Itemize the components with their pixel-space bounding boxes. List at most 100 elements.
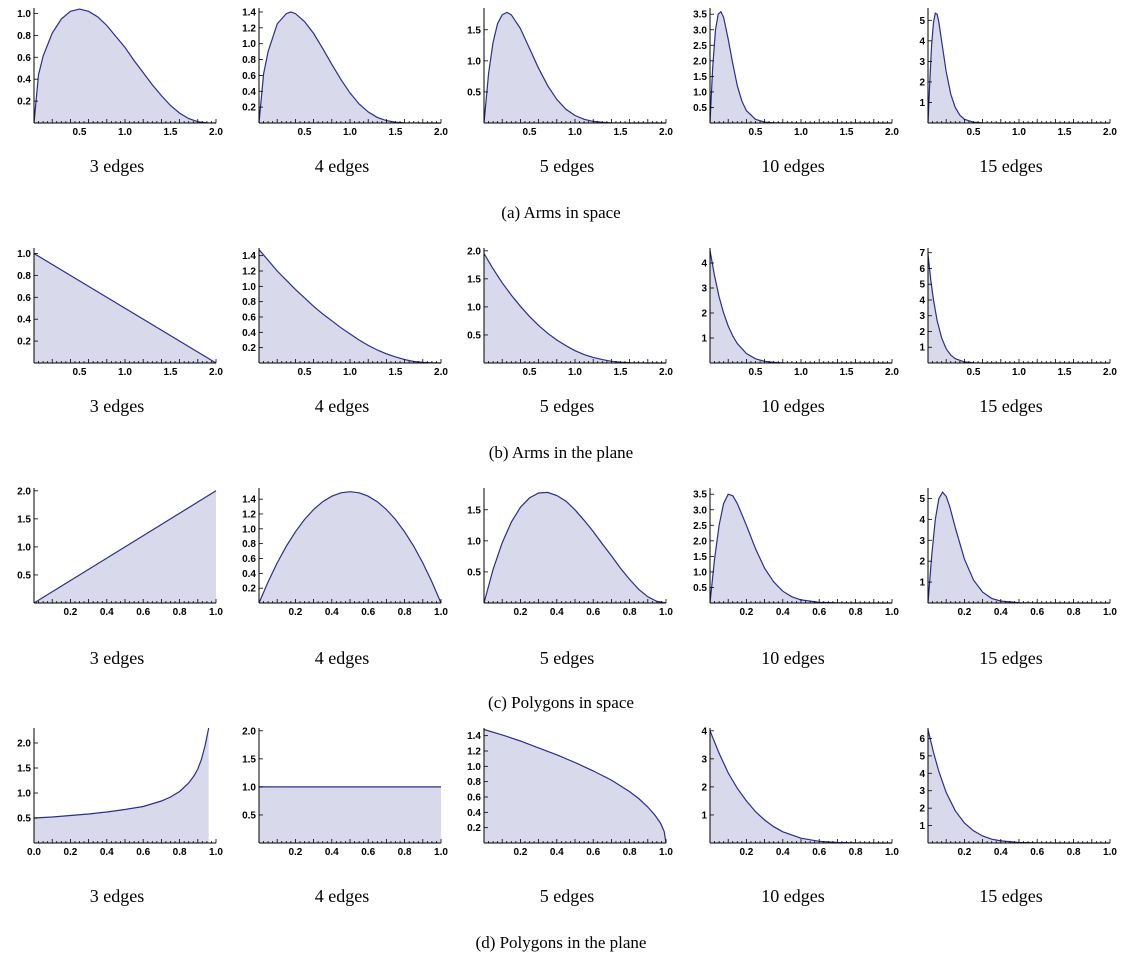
- x-tick-label: 1.5: [389, 127, 403, 138]
- area-fill: [710, 250, 892, 363]
- plot-2-5: 0.5 1.0 1.5 2.0 1 2 3 4 5 6 7 15 edges: [919, 248, 1117, 416]
- y-tick-label: 5: [919, 751, 925, 762]
- plot-1-5: 0.5 1.0 1.5 2.0 1 2 3 4 5 15 edges: [919, 8, 1117, 176]
- x-tick-label: 0.5: [749, 127, 763, 138]
- x-tick-label: 2.0: [659, 367, 673, 378]
- y-tick-label: 0.6: [467, 793, 481, 804]
- y-tick-label: 5: [919, 494, 925, 505]
- x-tick-label: 0.2: [513, 607, 527, 618]
- plot-4-5: 0.2 0.4 0.6 0.8 1.0 1 2 3 4 5 6 15 edges: [919, 728, 1117, 906]
- y-tick-label: 1.0: [242, 524, 256, 535]
- x-tick-label: 0.5: [73, 367, 87, 378]
- y-tick-label: 0.4: [242, 87, 256, 98]
- plot-label: 4 edges: [315, 886, 369, 906]
- plot-3-4: 0.2 0.4 0.6 0.8 1.0 0.5 1.0 1.5 2.0 2.5 3.0 3.5 10 e…: [693, 488, 899, 668]
- plot-2-1: 0.5 1.0 1.5 2.0 0.2 0.4 0.6 0.8 1.0 3 edges: [17, 248, 223, 416]
- y-tick-label: 0.6: [17, 53, 31, 64]
- x-tick-label: 0.6: [1030, 847, 1044, 858]
- x-tick-label: 1.5: [389, 367, 403, 378]
- y-tick-label: 2: [919, 557, 925, 568]
- y-tick-label: 2.0: [693, 536, 707, 547]
- plot-3-2: 0.2 0.4 0.6 0.8 1.0 0.2 0.4 0.6 0.8 1.0 1.2 1.4 4 ed…: [242, 488, 448, 668]
- y-tick-label: 0.5: [17, 814, 31, 825]
- x-tick-label: 1.0: [659, 847, 673, 858]
- x-tick-label: 0.6: [812, 847, 826, 858]
- y-tick-label: 0.5: [467, 567, 481, 578]
- y-tick-label: 1.5: [693, 72, 707, 83]
- y-tick-label: 2.0: [693, 56, 707, 67]
- x-tick-label: 0.8: [849, 607, 863, 618]
- y-tick-label: 1.5: [467, 505, 481, 516]
- area-fill: [928, 254, 1110, 363]
- y-tick-label: 0.5: [467, 330, 481, 341]
- y-tick-label: 4: [919, 295, 925, 306]
- y-tick-label: 0.5: [17, 570, 31, 581]
- plot-4-2: 0.2 0.4 0.6 0.8 1.0 0.5 1.0 1.5 2.0 4 edges: [242, 726, 448, 906]
- y-tick-label: 1.0: [467, 56, 481, 67]
- y-tick-label: 1: [919, 343, 925, 354]
- x-tick-label: 0.6: [812, 607, 826, 618]
- x-tick-label: 1.0: [434, 607, 448, 618]
- y-tick-label: 0.4: [242, 328, 256, 339]
- y-tick-label: 4: [919, 769, 925, 780]
- y-tick-label: 2: [701, 782, 707, 793]
- x-tick-label: 0.2: [63, 607, 77, 618]
- x-tick-label: 0.6: [1030, 607, 1044, 618]
- y-tick-label: 3.0: [693, 505, 707, 516]
- y-tick-label: 3: [701, 754, 707, 765]
- x-tick-label: 1.0: [659, 607, 673, 618]
- area-fill: [34, 9, 216, 124]
- x-tick-label: 0.4: [100, 847, 114, 858]
- y-tick-label: 0.2: [467, 823, 481, 834]
- area-fill: [928, 492, 1110, 603]
- area-fill: [710, 730, 892, 843]
- x-tick-label: 0.8: [398, 847, 412, 858]
- x-tick-label: 0.5: [523, 367, 537, 378]
- x-tick-label: 1.0: [885, 847, 899, 858]
- y-tick-label: 0.2: [242, 584, 256, 595]
- plot-1-3: 0.5 1.0 1.5 2.0 0.5 1.0 1.5 5 edges: [467, 8, 673, 176]
- y-tick-label: 7: [919, 248, 925, 259]
- y-tick-label: 1: [919, 98, 925, 109]
- y-tick-label: 0.4: [467, 808, 481, 819]
- density-curve: [33, 727, 210, 819]
- plot-label: 4 edges: [315, 156, 369, 176]
- plot-label: 15 edges: [979, 396, 1042, 416]
- x-tick-label: 1.5: [164, 367, 178, 378]
- y-tick-label: 0.4: [17, 315, 31, 326]
- y-tick-label: 1.0: [17, 542, 31, 553]
- x-tick-label: 0.4: [994, 607, 1008, 618]
- y-tick-label: 1.5: [242, 754, 256, 765]
- y-tick-label: 5: [919, 280, 925, 291]
- y-tick-label: 2.0: [467, 246, 481, 257]
- x-tick-label: 0.4: [325, 607, 339, 618]
- density-curve: [709, 493, 892, 604]
- plot-label: 10 edges: [761, 648, 824, 668]
- x-tick-label: 0.2: [739, 847, 753, 858]
- x-tick-label: 1.0: [1012, 127, 1026, 138]
- y-tick-label: 1: [701, 334, 707, 345]
- figure-row-1: 0.5 1.0 1.5 2.0 0.2 0.4 0.6 0.8 1.0 3 edges 0.5 1.0…: [17, 7, 1117, 222]
- x-tick-label: 2.0: [434, 367, 448, 378]
- y-tick-label: 1.0: [467, 536, 481, 547]
- density-curve: [33, 490, 217, 604]
- y-tick-label: 1.4: [242, 251, 256, 262]
- area-fill: [928, 729, 1110, 843]
- y-tick-label: 1.0: [242, 39, 256, 50]
- y-tick-label: 0.5: [693, 103, 707, 114]
- x-tick-label: 2.0: [209, 367, 223, 378]
- y-tick-label: 1.2: [242, 509, 256, 520]
- x-tick-label: 0.5: [298, 127, 312, 138]
- plot-label: 15 edges: [979, 886, 1042, 906]
- plot-2-4: 0.5 1.0 1.5 2.0 1 2 3 4 10 edges: [701, 248, 899, 416]
- x-tick-label: 0.6: [586, 847, 600, 858]
- x-tick-label: 0.8: [1067, 847, 1081, 858]
- y-tick-label: 2.0: [17, 739, 31, 750]
- y-tick-label: 1.4: [242, 495, 256, 506]
- plot-label: 3 edges: [90, 648, 144, 668]
- plot-label: 3 edges: [90, 396, 144, 416]
- x-tick-label: 0.8: [398, 607, 412, 618]
- y-tick-label: 3: [919, 536, 925, 547]
- density-curve: [258, 249, 442, 364]
- x-tick-label: 0.0: [27, 847, 41, 858]
